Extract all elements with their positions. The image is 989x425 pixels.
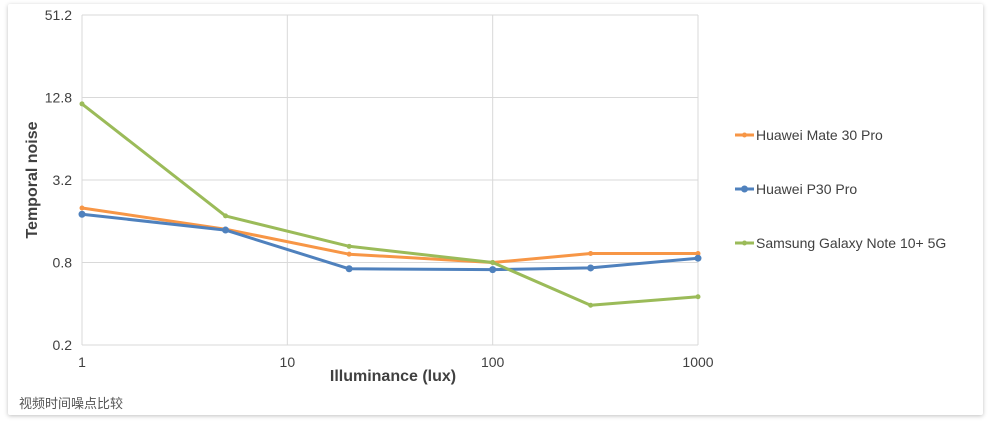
- y-axis-title: Temporal noise: [24, 121, 41, 238]
- series-3: [79, 101, 701, 308]
- chart-card: 0.2 0.8 3.2 12.8 51.2 1 10 100 1000 Illuminance (…: [8, 4, 983, 415]
- legend-item: Huawei Mate 30 Pro: [735, 127, 883, 143]
- data-point: [694, 254, 702, 262]
- data-point: [695, 294, 701, 300]
- chart-caption: 视频时间噪点比较: [19, 397, 124, 412]
- data-point: [78, 210, 86, 218]
- data-point: [345, 265, 353, 273]
- x-axis-title: Illuminance (lux): [330, 368, 456, 385]
- data-point: [346, 243, 352, 249]
- data-point: [222, 226, 230, 234]
- data-point: [587, 264, 595, 272]
- data-point: [588, 302, 594, 308]
- series-2: [78, 210, 702, 274]
- x-tick-label: 1: [78, 354, 86, 370]
- legend-marker: [742, 132, 747, 138]
- y-tick-label: 0.2: [53, 337, 73, 353]
- x-tick-label: 100: [481, 354, 505, 370]
- grid-lines: [81, 14, 699, 346]
- data-point: [79, 205, 85, 211]
- data-point: [79, 101, 85, 107]
- data-point: [346, 251, 352, 257]
- legend-marker: [741, 185, 748, 193]
- y-tick-label: 3.2: [53, 172, 73, 188]
- data-point: [489, 266, 497, 274]
- data-point: [695, 251, 701, 257]
- axes: 0.2 0.8 3.2 12.8 51.2 1 10 100 1000 Illuminance (…: [24, 7, 714, 385]
- legend-item: Huawei P30 Pro: [735, 181, 857, 197]
- data-point: [223, 213, 229, 219]
- legend: Huawei Mate 30 Pro Huawei P30 Pro Samsung …: [735, 127, 946, 251]
- data-point: [588, 251, 594, 257]
- line-chart: 0.2 0.8 3.2 12.8 51.2 1 10 100 1000 Illuminance (…: [24, 7, 946, 385]
- series-1: [79, 205, 701, 265]
- y-tick-label: 0.8: [53, 255, 73, 271]
- legend-marker: [742, 240, 747, 246]
- series-line: [80, 102, 700, 307]
- y-tick-label: 12.8: [45, 90, 72, 106]
- x-tick-label: 10: [280, 354, 296, 370]
- legend-item: Samsung Galaxy Note 10+ 5G: [735, 235, 946, 251]
- data-point: [490, 260, 496, 265]
- series-line: [80, 206, 700, 264]
- y-tick-label: 51.2: [45, 7, 72, 23]
- x-tick-label: 1000: [682, 354, 713, 370]
- series-line: [80, 212, 700, 272]
- legend-label: Huawei P30 Pro: [756, 181, 857, 197]
- series-lines: [78, 101, 702, 308]
- legend-label: Huawei Mate 30 Pro: [756, 127, 883, 143]
- legend-label: Samsung Galaxy Note 10+ 5G: [756, 235, 946, 251]
